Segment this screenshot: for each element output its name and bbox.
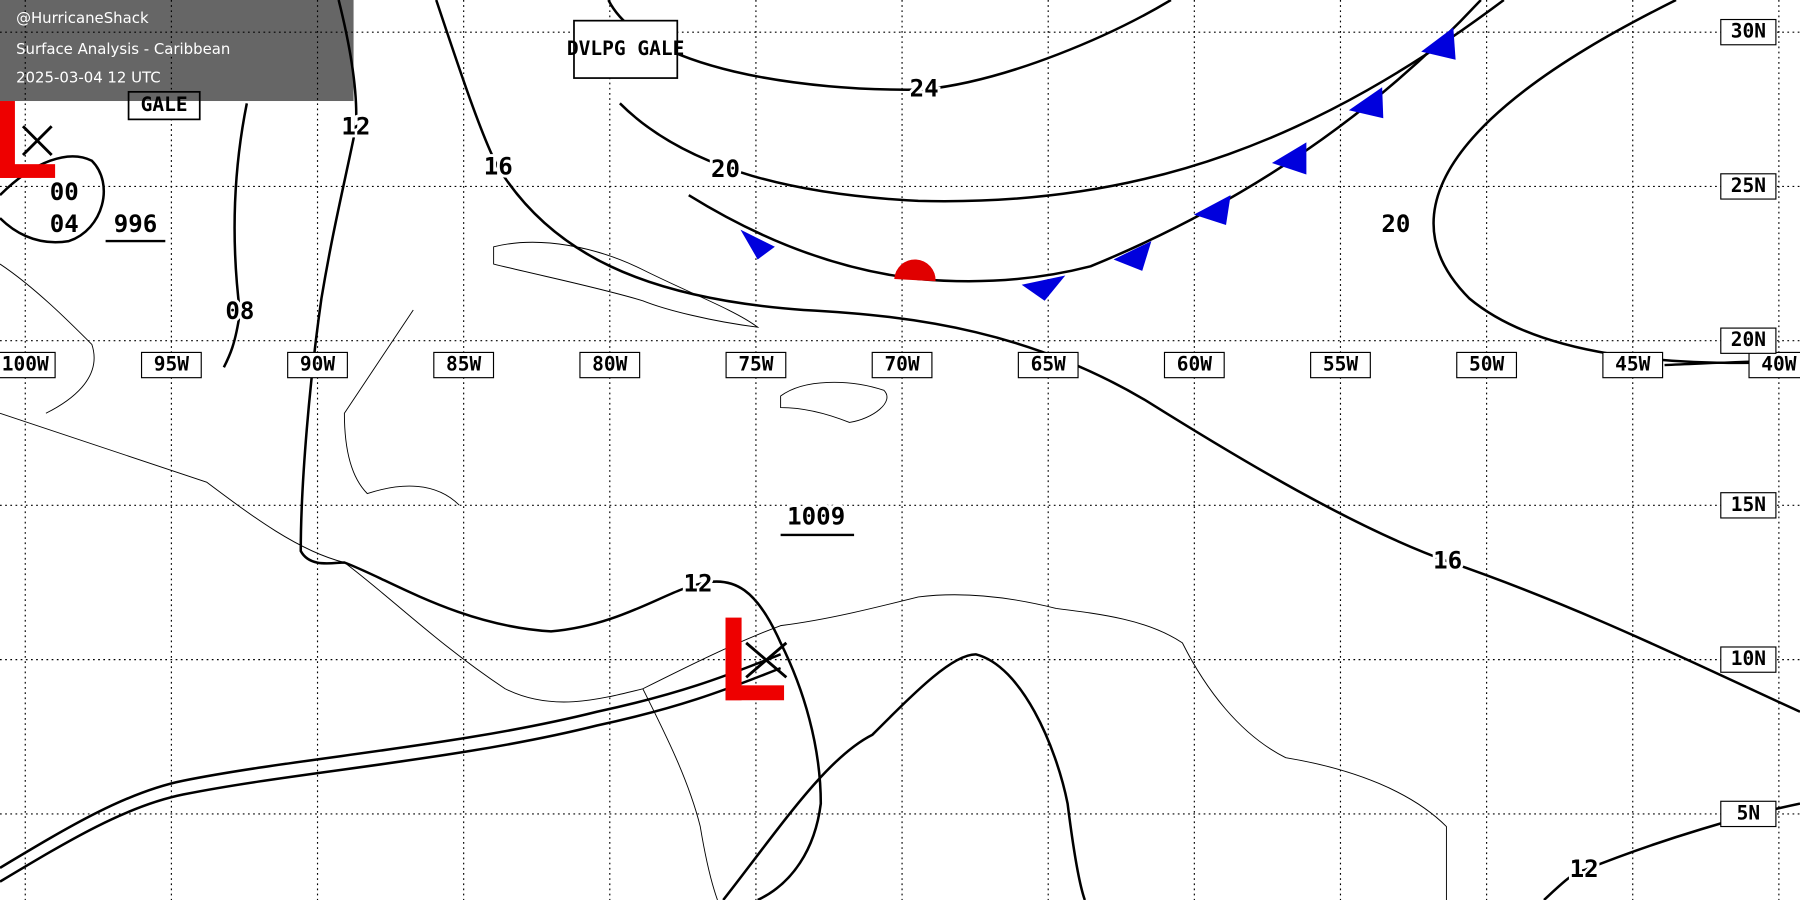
map-notes: DVLPG GALE GALE [127,19,684,121]
longitude-label: 45W [1615,353,1650,376]
latitude-label: 5N [1737,801,1760,824]
title: Surface Analysis - Caribbean [16,40,230,58]
label-box [1163,351,1225,379]
isobar-label: 12 [341,112,370,140]
isobar-label: 16 [484,153,513,181]
longitude-label: 40W [1761,353,1796,376]
front-line [688,0,1482,283]
longitude-label: 90W [300,353,335,376]
isobar [607,0,1172,91]
pressure-center: 996 [114,210,158,238]
trough [0,653,782,869]
low-marker [725,617,742,701]
isobar [299,0,823,900]
isobar [0,155,106,244]
note-box [573,19,679,79]
trough [0,666,782,883]
front [688,0,1800,367]
low-marker [725,685,785,701]
longitude-label: 80W [592,353,627,376]
coastline [493,241,760,328]
label-box [579,351,641,379]
header: @HurricaneShack Surface Analysis - Carib… [0,0,354,102]
cold-front-symbol [740,229,775,260]
longitude-label: 70W [884,353,919,376]
longitude-label: 75W [738,353,773,376]
cold-front-symbols [740,27,1456,301]
label-box [725,351,787,379]
isobar-labels: 24 20 20 16 16 12 12 12 08 00 04 996 100… [47,72,1602,886]
pressure-underline [105,239,855,537]
isobar-label: 16 [1433,546,1462,574]
coastline [0,263,95,414]
coastline [0,412,1447,900]
longitude-label: 100W [2,353,49,376]
low-markers [0,101,788,701]
latitude-label: 20N [1731,328,1766,351]
longitude-label: 95W [154,353,189,376]
isobar [435,0,1800,713]
header-panel [0,0,354,102]
map-note: DVLPG GALE [567,37,684,60]
handle: @HurricaneShack [16,9,149,27]
isobar-label: 20 [711,155,740,183]
longitude-label: 85W [446,353,481,376]
cold-front-symbol [1113,241,1152,271]
low-center [21,125,788,679]
isobar [619,0,1505,203]
coastline [780,381,888,423]
label-box [1748,351,1800,379]
isobar-label: 24 [910,75,939,103]
cold-front-symbol [1271,142,1307,175]
longitude-label: 50W [1469,353,1504,376]
latitude-label: 10N [1731,647,1766,670]
label-box [140,351,202,379]
cold-front-symbol [1348,87,1384,119]
low-marker [0,101,15,178]
isobar-label: 20 [1381,210,1410,238]
isobar [722,653,1087,900]
coastlines [0,241,1447,900]
label-box [287,351,348,379]
label-box [1720,18,1777,46]
label-box [1720,173,1777,200]
label-box [1310,351,1371,379]
label-box [1017,351,1079,379]
isobar-label: 08 [225,297,254,325]
cold-front-symbol [1421,27,1456,60]
label-box [1720,800,1777,828]
label-box [1720,646,1777,673]
coastline [642,688,718,900]
label-box [1720,327,1777,354]
cold-front-symbol [1193,195,1231,225]
longitude-label: 55W [1323,353,1358,376]
cold-front-symbol [1021,275,1066,301]
isobar [222,103,249,368]
label-box [871,351,933,379]
coastline [343,309,460,506]
latitude-label: 15N [1731,493,1766,516]
latitude-label: 30N [1731,20,1766,43]
pressure-center: 1009 [787,503,845,531]
isobar-label: 00 [50,178,79,206]
label-box [1456,351,1518,379]
isobar-label: 12 [683,569,712,597]
timestamp: 2025-03-04 12 UTC [16,69,161,87]
isobar-label: 12 [1570,855,1599,883]
warm-front-symbol [894,259,936,282]
latitude-label: 25N [1731,174,1766,197]
isobar-label: 04 [50,210,79,238]
coordinate-labels: 100W 95W 90W 85W 80W 75W 70W 65W 60W 55W 50W 45W 40W… [0,18,1800,828]
low-marker [0,164,56,178]
longitude-label: 65W [1031,353,1066,376]
longitude-label: 60W [1177,353,1212,376]
label-box [1720,492,1777,519]
label-box [433,351,495,379]
label-box [1602,351,1664,379]
label-box [0,351,56,379]
